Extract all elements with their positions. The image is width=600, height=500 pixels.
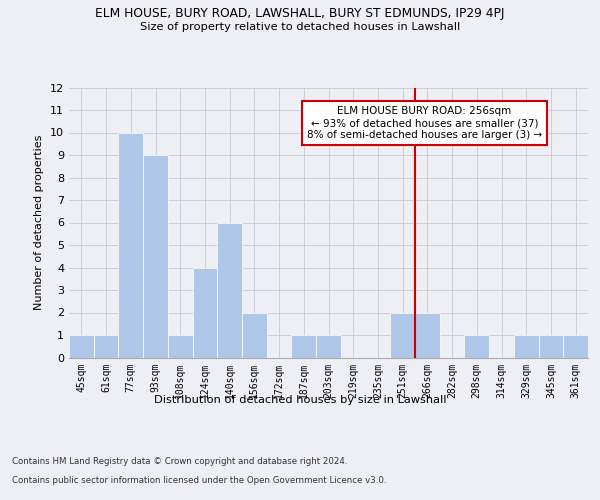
Bar [514, 335, 539, 357]
Y-axis label: Number of detached properties: Number of detached properties [34, 135, 44, 310]
Bar [242, 312, 267, 358]
Bar [193, 268, 217, 358]
Bar [292, 335, 316, 357]
Bar [94, 335, 118, 357]
Text: Contains public sector information licensed under the Open Government Licence v3: Contains public sector information licen… [12, 476, 386, 485]
Bar [539, 335, 563, 357]
Text: Distribution of detached houses by size in Lawshall: Distribution of detached houses by size … [154, 395, 446, 405]
Bar [168, 335, 193, 357]
Bar [415, 312, 440, 358]
Bar [464, 335, 489, 357]
Bar [118, 132, 143, 358]
Text: Size of property relative to detached houses in Lawshall: Size of property relative to detached ho… [140, 22, 460, 32]
Bar [390, 312, 415, 358]
Bar [217, 222, 242, 358]
Bar [316, 335, 341, 357]
Text: Contains HM Land Registry data © Crown copyright and database right 2024.: Contains HM Land Registry data © Crown c… [12, 458, 347, 466]
Bar [69, 335, 94, 357]
Bar [563, 335, 588, 357]
Text: ELM HOUSE BURY ROAD: 256sqm
← 93% of detached houses are smaller (37)
8% of semi: ELM HOUSE BURY ROAD: 256sqm ← 93% of det… [307, 106, 542, 140]
Text: ELM HOUSE, BURY ROAD, LAWSHALL, BURY ST EDMUNDS, IP29 4PJ: ELM HOUSE, BURY ROAD, LAWSHALL, BURY ST … [95, 8, 505, 20]
Bar [143, 155, 168, 358]
